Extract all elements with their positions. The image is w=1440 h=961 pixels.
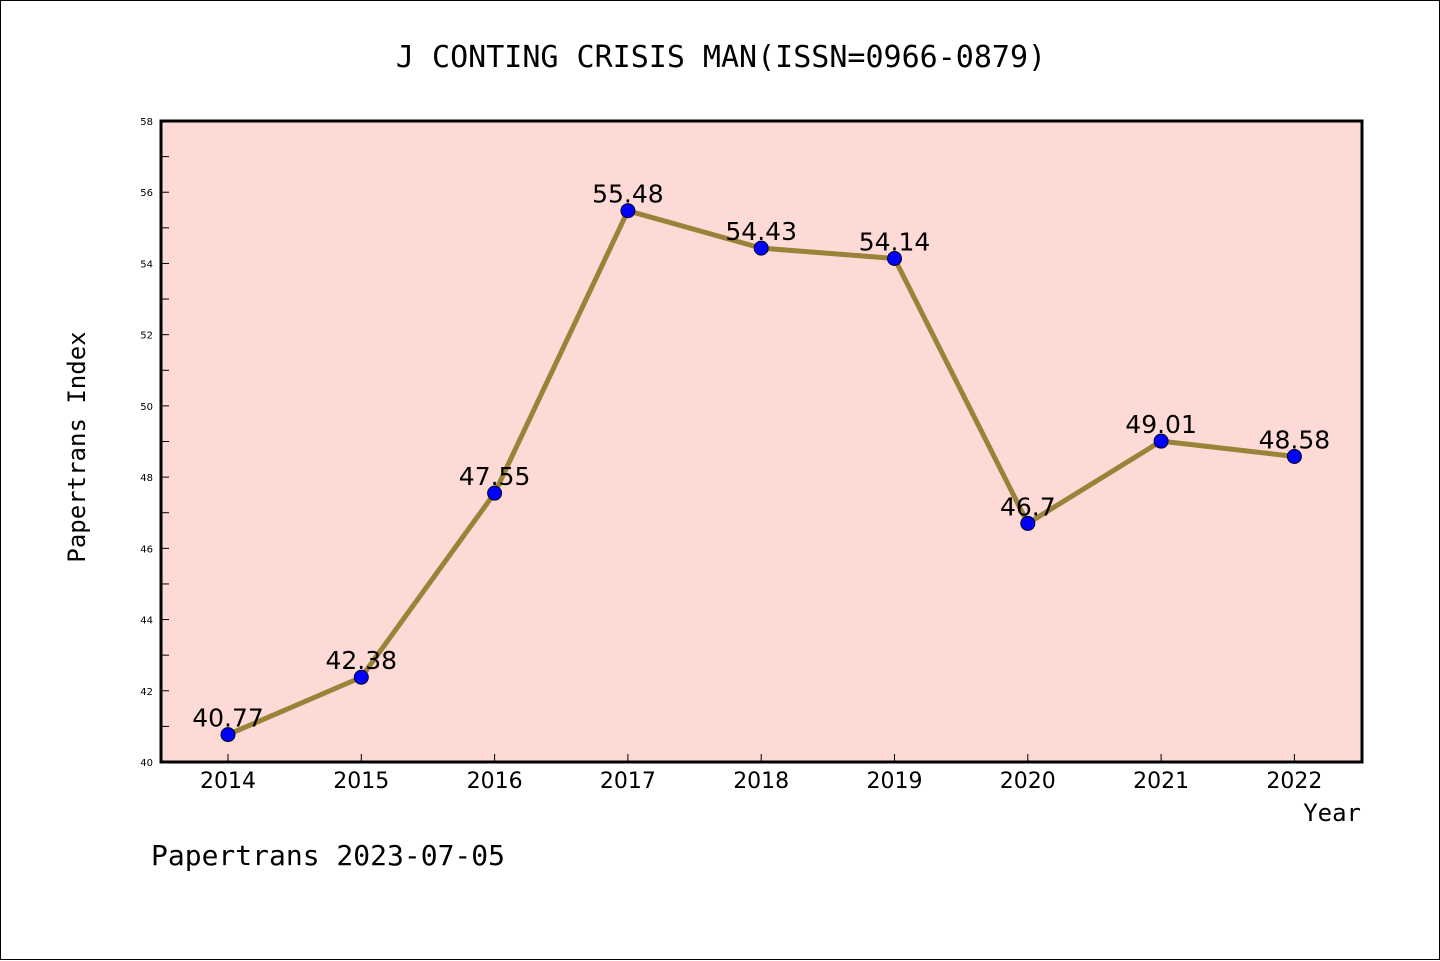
chart-title: J CONTING CRISIS MAN(ISSN=0966-0879) — [396, 40, 1046, 75]
data-point-2022 — [1286, 448, 1302, 464]
y-tick-label: 46 — [140, 544, 153, 555]
y-tick-label: 54 — [140, 259, 153, 270]
data-point-2014 — [220, 727, 236, 743]
y-tick-label: 48 — [140, 473, 153, 484]
x-tick-label: 2019 — [867, 769, 923, 794]
data-label-2016: 47.55 — [459, 462, 531, 491]
data-label-2022: 48.58 — [1259, 425, 1331, 454]
data-label-2021: 49.01 — [1125, 410, 1197, 439]
x-axis-label: Year — [1303, 799, 1361, 827]
data-label-2014: 40.77 — [192, 704, 264, 733]
data-label-2015: 42.38 — [326, 646, 398, 675]
y-tick-label: 42 — [140, 687, 153, 698]
data-point-2018 — [753, 240, 769, 256]
y-axis-label: Papertrans Index — [63, 331, 91, 562]
x-tick-label: 2020 — [1000, 769, 1056, 794]
data-label-2018: 54.43 — [725, 217, 797, 246]
y-tick-label: 50 — [140, 402, 153, 413]
y-tick-label: 52 — [140, 331, 153, 342]
x-tick-label: 2017 — [600, 769, 656, 794]
axes: 40 42 44 46 48 50 52 54 56 58 2014 2015 2016 2017 2018… — [140, 117, 1322, 794]
data-point-2016 — [487, 485, 503, 501]
y-tick-label: 56 — [140, 188, 153, 199]
x-tick-label: 2018 — [733, 769, 789, 794]
x-tick-label: 2016 — [467, 769, 523, 794]
plot-border — [159, 119, 1364, 764]
data-point-2017 — [620, 203, 636, 219]
data-label-2017: 55.48 — [592, 180, 664, 209]
data-labels: 40.77 42.38 47.55 55.48 54.43 54.14 46.7 49.01 4… — [192, 180, 1330, 733]
data-point-2019 — [887, 250, 902, 266]
data-point-2021 — [1153, 433, 1169, 449]
y-tick-label: 58 — [140, 117, 153, 128]
x-tick-label: 2015 — [333, 769, 389, 794]
y-tick-label: 40 — [140, 758, 153, 769]
y-tick-label: 44 — [140, 616, 153, 627]
x-tick-label: 2022 — [1266, 769, 1322, 794]
footer-date: Papertrans 2023-07-05 — [151, 839, 505, 872]
data-point-2020 — [1020, 515, 1036, 531]
data-points — [220, 203, 1302, 743]
data-label-2020: 46.7 — [1000, 492, 1056, 521]
data-point-2015 — [353, 669, 369, 685]
data-label-2019: 54.14 — [859, 227, 931, 256]
x-tick-label: 2021 — [1133, 769, 1189, 794]
x-tick-label: 2014 — [200, 769, 256, 794]
